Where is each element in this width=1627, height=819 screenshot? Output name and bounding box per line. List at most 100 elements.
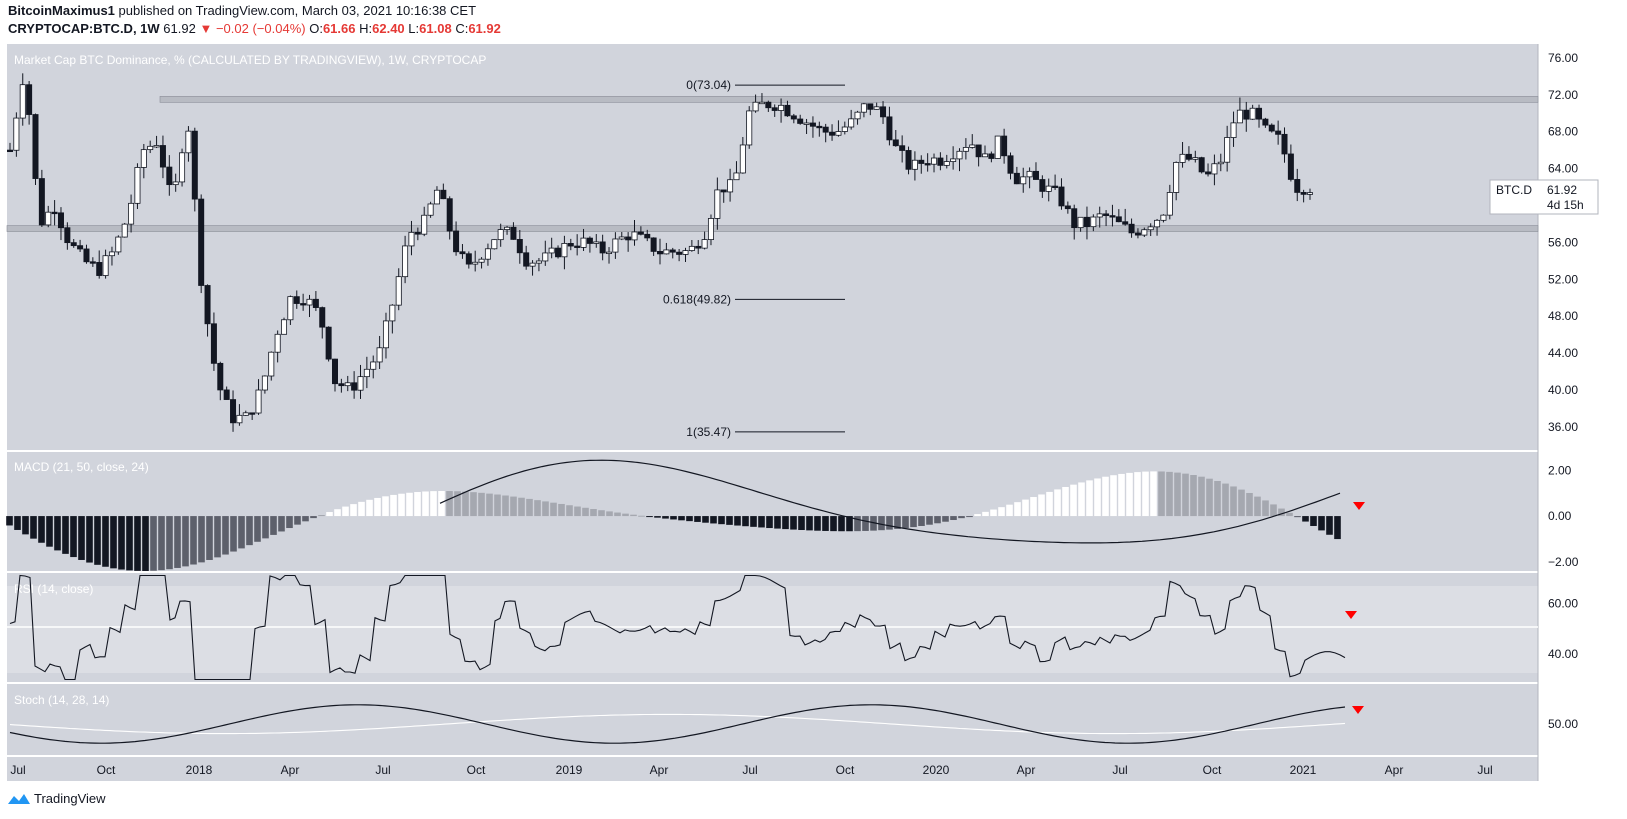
candle-up: [255, 389, 262, 414]
tradingview-logo-icon: [8, 793, 30, 804]
candle-up: [1160, 214, 1167, 221]
tradingview-logo[interactable]: TradingView: [8, 791, 106, 806]
candlestick-series: [7, 73, 1314, 432]
rsi-band: [7, 586, 1538, 673]
macd-hist-bar: [1174, 472, 1181, 517]
macd-hist-bar: [630, 514, 637, 517]
candle-up: [1026, 170, 1033, 178]
candle-down: [1205, 171, 1212, 175]
candle-down: [880, 106, 887, 118]
macd-hist-bar: [886, 516, 893, 530]
candle-down: [771, 107, 778, 111]
candle-up: [363, 368, 370, 378]
rsi-tick-label: 40.00: [1548, 647, 1578, 661]
macd-hist-bar: [1142, 471, 1149, 517]
macd-hist-bar: [862, 516, 869, 531]
macd-hist-bar: [150, 516, 157, 571]
stoch-pane-bg[interactable]: [7, 684, 1538, 756]
candle-down: [1039, 179, 1046, 192]
candle-up: [529, 262, 536, 267]
candle-down: [166, 166, 173, 186]
price-change: −0.02 (−0.04%): [215, 21, 306, 36]
price-tick-label: 44.00: [1548, 346, 1578, 360]
macd-hist-bar: [1030, 497, 1037, 517]
macd-hist-bar: [926, 516, 933, 525]
candle-down: [1001, 135, 1008, 157]
candle-down: [191, 130, 198, 200]
candle-down: [567, 243, 574, 247]
macd-hist-bar: [1230, 486, 1237, 517]
macd-hist-bar: [1262, 500, 1269, 517]
candle-down: [676, 251, 683, 255]
macd-hist-bar: [198, 516, 205, 563]
candle-up: [1166, 192, 1173, 216]
candle-up: [357, 376, 364, 391]
macd-hist-bar: [294, 516, 301, 525]
candle-up: [472, 261, 479, 265]
macd-axis[interactable]: 2.00 0.00 −2.00: [1548, 463, 1579, 569]
macd-hist-bar: [334, 509, 341, 517]
candle-down: [1294, 179, 1301, 193]
macd-hist-bar: [270, 516, 277, 535]
candle-up: [1020, 176, 1027, 185]
macd-hist-bar: [998, 507, 1005, 517]
low-value: 61.08: [419, 21, 452, 36]
fib-retracement[interactable]: 0(73.04) 0.618(49.82) 1(35.47): [663, 78, 845, 439]
macd-pane-bg[interactable]: [7, 452, 1538, 571]
macd-hist-bar: [118, 516, 125, 570]
open-label: O:: [309, 21, 323, 36]
time-tick-label: Jul: [1477, 763, 1492, 777]
price-tick-label: 76.00: [1548, 51, 1578, 65]
candle-down: [1185, 153, 1192, 160]
candle-up: [134, 167, 141, 204]
candle-up: [931, 157, 938, 165]
macd-hist-bar: [1166, 471, 1173, 517]
stoch-axis[interactable]: 50.00: [1548, 717, 1578, 731]
main-pane-bg[interactable]: [7, 44, 1538, 450]
candle-up: [153, 145, 160, 148]
price-tag: BTC.D 61.92 4d 15h: [1489, 179, 1599, 215]
macd-hist-bar: [830, 516, 837, 532]
candle-up: [752, 101, 759, 112]
time-axis[interactable]: Jul Oct 2018 Apr Jul Oct 2019 Apr Jul Oct 2020 Apr J…: [10, 763, 1492, 777]
candle-up: [835, 131, 842, 136]
macd-hist-bar: [1238, 489, 1245, 517]
candle-down: [230, 399, 237, 424]
candle-down: [790, 115, 797, 120]
candle-up: [727, 179, 734, 193]
candle-down: [829, 131, 836, 136]
macd-hist-bar: [230, 516, 237, 552]
rsi-axis[interactable]: 60.00 40.00: [1548, 596, 1578, 661]
candle-down: [1122, 221, 1129, 225]
candle-down: [70, 242, 77, 247]
time-axis-bg[interactable]: [7, 757, 1538, 781]
candle-down: [695, 245, 702, 249]
candle-up: [268, 351, 275, 377]
macd-histogram: [6, 471, 1341, 571]
macd-hist-bar: [1214, 480, 1221, 517]
candle-up: [1249, 107, 1256, 120]
candle-up: [306, 298, 313, 306]
candle-down: [1256, 107, 1263, 120]
candle-up: [688, 245, 695, 251]
macd-hist-bar: [1062, 486, 1069, 517]
macd-hist-bar: [1206, 478, 1213, 517]
open-value: 61.66: [322, 21, 356, 36]
macd-hist-bar: [782, 516, 789, 530]
candle-up: [778, 104, 785, 111]
price-tick-label: 72.00: [1548, 88, 1578, 102]
price-axis[interactable]: 76.0072.0068.0064.0060.0056.0052.0048.00…: [1548, 51, 1578, 434]
time-tick-label: Apr: [281, 763, 300, 777]
candle-down: [975, 144, 982, 158]
candle-down: [312, 298, 319, 308]
rsi-signal-arrow: [1345, 611, 1357, 619]
macd-hist-bar: [1270, 504, 1277, 517]
candle-down: [905, 150, 912, 170]
candle-up: [389, 304, 396, 322]
publisher-name[interactable]: BitcoinMaximus1: [8, 3, 115, 18]
candle-up: [242, 412, 249, 416]
macd-hist-bar: [470, 492, 477, 517]
macd-hist-bar: [1022, 499, 1029, 517]
candle-up: [261, 375, 268, 391]
